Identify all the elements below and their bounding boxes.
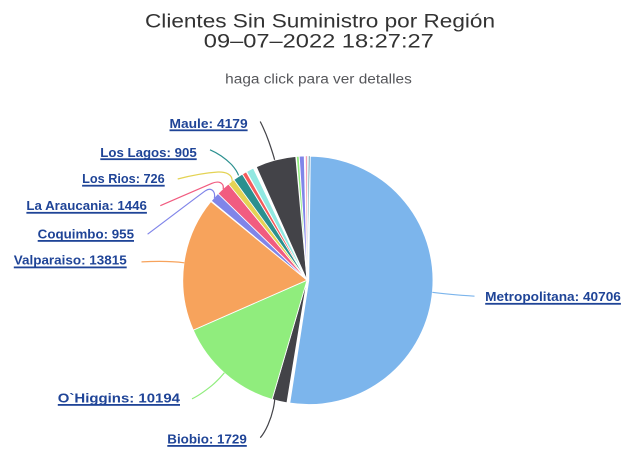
svg-text:Maule: 4179: Maule: 4179 xyxy=(170,116,248,131)
svg-text:Metropolitana: 40706: Metropolitana: 40706 xyxy=(485,289,621,304)
svg-text:Coquimbo: 955: Coquimbo: 955 xyxy=(38,226,134,241)
svg-text:La Araucania: 1446: La Araucania: 1446 xyxy=(26,198,146,213)
svg-text:Biobio: 1729: Biobio: 1729 xyxy=(167,432,247,447)
svg-text:haga click para ver detalles: haga click para ver detalles xyxy=(225,71,412,87)
svg-text:Los Lagos: 905: Los Lagos: 905 xyxy=(100,145,196,160)
svg-text:O`Higgins: 10194: O`Higgins: 10194 xyxy=(58,390,181,405)
svg-text:Los Rios: 726: Los Rios: 726 xyxy=(82,171,165,186)
svg-text:09–07–2022 18:27:27: 09–07–2022 18:27:27 xyxy=(204,32,434,53)
svg-text:Valparaiso: 13815: Valparaiso: 13815 xyxy=(14,252,127,267)
svg-text:Clientes Sin Suministro por Re: Clientes Sin Suministro por Región xyxy=(145,11,495,32)
